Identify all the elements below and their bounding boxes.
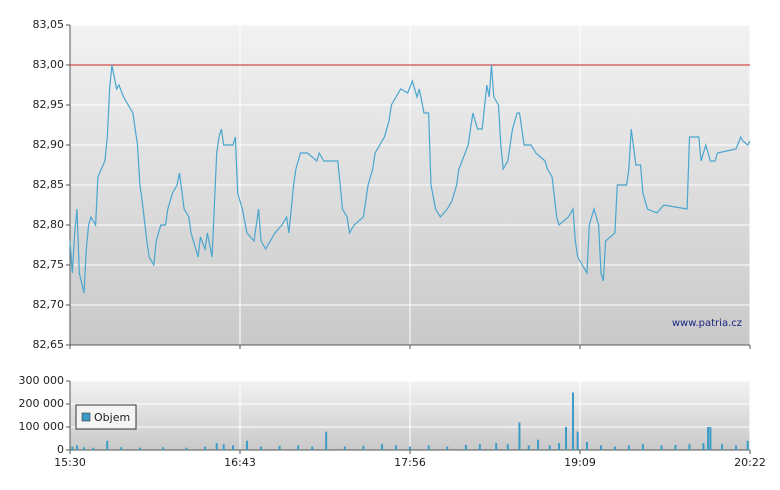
y-tick-label: 100 000 (19, 420, 65, 433)
legend-swatch (81, 412, 91, 422)
volume-bar (120, 447, 123, 450)
y-tick-label: 82,70 (33, 298, 65, 311)
volume-bar (381, 444, 384, 450)
volume-bar (232, 445, 235, 450)
volume-bar (446, 446, 449, 450)
volume-bar (702, 443, 705, 450)
volume-bar (325, 431, 328, 450)
x-tick-label: 15:30 (54, 456, 86, 469)
volume-bar (278, 445, 281, 450)
y-tick-label: 200 000 (19, 397, 65, 410)
volume-bar (572, 392, 575, 450)
volume-bar (204, 446, 207, 450)
volume-bar (558, 443, 561, 450)
volume-bar (735, 445, 738, 450)
price-line (69, 64, 751, 294)
y-tick-label: 82,95 (33, 98, 65, 111)
volume-bar (311, 446, 314, 450)
volume-bar (464, 444, 467, 450)
volume-bar (427, 445, 430, 450)
volume-bar (215, 443, 218, 450)
volume-bar (641, 444, 644, 450)
volume-bar (613, 446, 616, 450)
volume-bar (688, 444, 691, 450)
volume-bar (106, 440, 109, 450)
x-tick-label: 17:56 (394, 456, 426, 469)
volume-bar (746, 440, 749, 450)
volume-bar (222, 444, 225, 450)
volume-bar (185, 447, 188, 450)
y-tick-label: 82,80 (33, 218, 65, 231)
x-tick-label: 20:22 (734, 456, 766, 469)
y-tick-label: 82,75 (33, 258, 65, 271)
volume-bar (548, 445, 551, 450)
volume-bar (707, 427, 710, 450)
legend-label: Objem (94, 411, 130, 424)
volume-bar (585, 441, 588, 450)
volume-bar (395, 445, 398, 450)
volume-bar (82, 447, 85, 450)
y-tick-label: 300 000 (19, 374, 65, 387)
y-tick-label: 82,90 (33, 138, 65, 151)
volume-bar (409, 446, 411, 450)
volume-bar (71, 446, 74, 450)
volume-bar (92, 447, 95, 450)
volume-bar (162, 447, 165, 450)
x-tick-label: 16:43 (224, 456, 256, 469)
volume-bar (599, 445, 602, 450)
y-tick-label: 82,85 (33, 178, 65, 191)
volume-bar (721, 444, 724, 450)
volume-bar (297, 445, 300, 450)
volume-bar (537, 439, 540, 450)
volume-bar (362, 445, 365, 450)
volume-bar (565, 427, 568, 450)
volume-bar (259, 446, 262, 450)
y-tick-label: 83,00 (33, 58, 65, 71)
y-tick-label: 82,65 (33, 338, 65, 351)
volume-bar (674, 444, 677, 450)
volume-bar (660, 445, 663, 450)
y-tick-label: 0 (57, 443, 64, 456)
volume-bar (478, 444, 481, 450)
volume-bar (138, 447, 141, 450)
volume-bar (576, 431, 579, 450)
volume-bar (627, 445, 630, 450)
volume-bar (709, 427, 712, 450)
watermark: www.patria.cz (672, 318, 742, 329)
y-tick-label: 83,05 (33, 18, 65, 31)
volume-bar (75, 445, 78, 450)
volume-bar (506, 444, 509, 450)
volume-bar (518, 422, 521, 450)
x-tick-label: 19:09 (564, 456, 596, 469)
volume-bar (343, 446, 346, 450)
volume-bar (495, 443, 498, 450)
volume-bar (527, 445, 530, 450)
volume-bar (245, 440, 248, 450)
